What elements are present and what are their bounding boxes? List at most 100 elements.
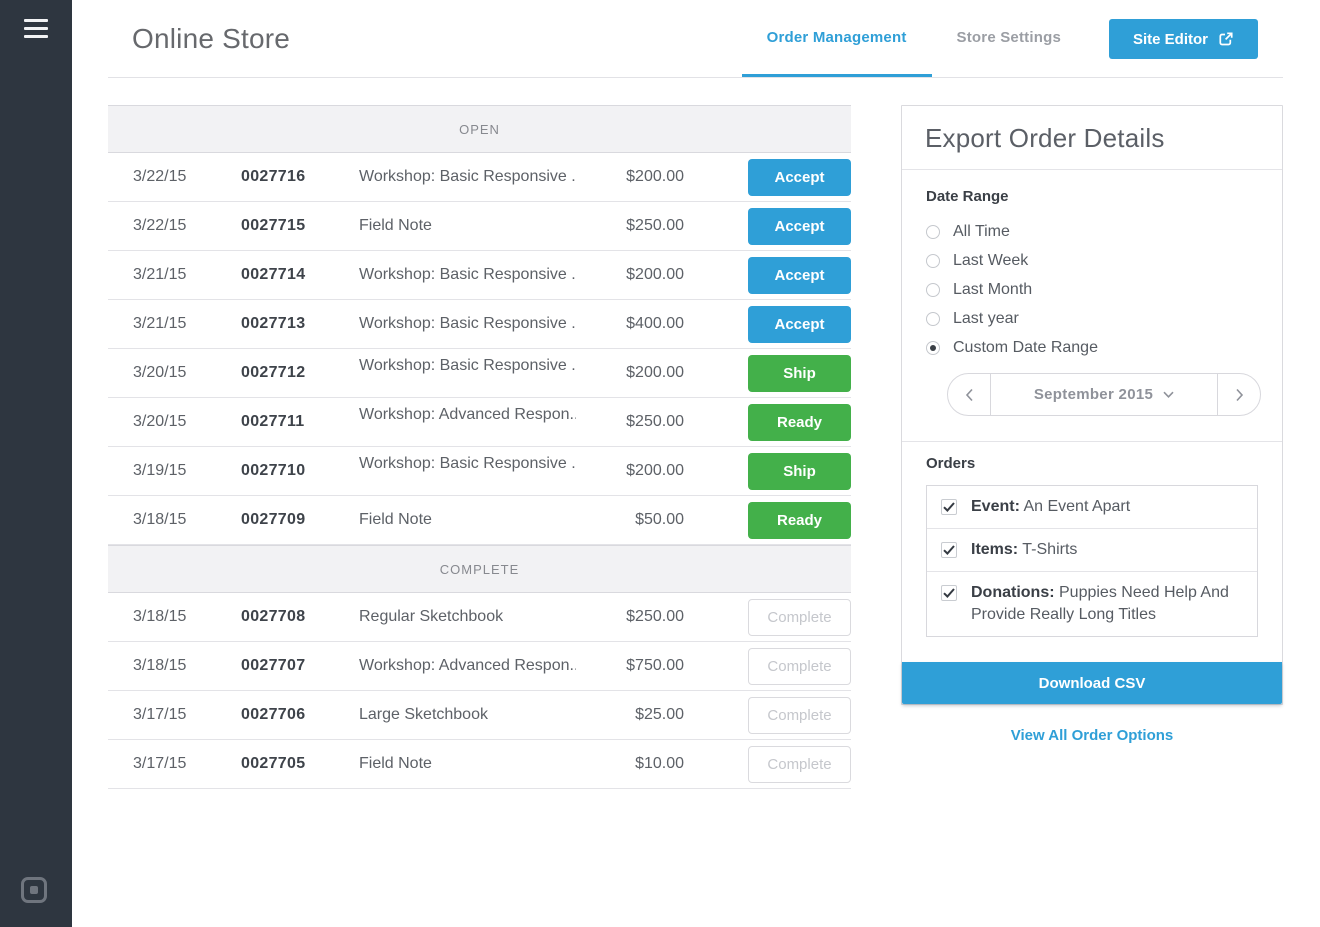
header-tabs: Order Management Store Settings — [742, 0, 1086, 78]
order-number: 0027712 — [241, 364, 359, 382]
order-number: 0027714 — [241, 266, 359, 284]
hamburger-menu-icon[interactable] — [24, 19, 48, 38]
table-row: 3/21/15 0027714 Workshop: Basic Responsi… — [108, 251, 851, 300]
order-action-button[interactable]: Accept — [748, 159, 851, 196]
order-date: 3/21/15 — [133, 266, 241, 284]
checkbox-label-text: T-Shirts — [1018, 541, 1077, 558]
order-total: $50.00 — [576, 511, 684, 529]
radio-label: Last Month — [953, 281, 1032, 299]
order-product: Large Sketchbook — [359, 706, 576, 724]
month-selector[interactable]: September 2015 — [990, 374, 1218, 415]
export-card-title: Export Order Details — [902, 106, 1282, 170]
view-all-order-options-link[interactable]: View All Order Options — [901, 727, 1283, 744]
order-number: 0027713 — [241, 315, 359, 333]
order-action-button[interactable]: Accept — [748, 306, 851, 343]
tab-store-settings[interactable]: Store Settings — [932, 0, 1086, 78]
order-date: 3/20/15 — [133, 413, 241, 431]
radio-option-all-time[interactable]: All Time — [926, 217, 1258, 246]
order-action-button[interactable]: Ship — [748, 355, 851, 392]
checkbox-icon — [941, 499, 957, 515]
export-order-details-card: Export Order Details Date Range All Time… — [901, 105, 1283, 705]
table-row: 3/20/15 0027712 Workshop: Basic Responsi… — [108, 349, 851, 398]
order-action-button[interactable]: Complete — [748, 648, 851, 685]
order-action-button[interactable]: Accept — [748, 208, 851, 245]
radio-option-custom-date-range[interactable]: Custom Date Range — [926, 333, 1258, 362]
order-date: 3/18/15 — [133, 657, 241, 675]
checkbox-option-donations[interactable]: Donations: Puppies Need Help And Provide… — [927, 572, 1257, 636]
checkbox-option-items[interactable]: Items: T-Shirts — [927, 529, 1257, 572]
checkbox-label-bold: Items: — [971, 541, 1018, 558]
table-row: 3/18/15 0027708 Regular Sketchbook $250.… — [108, 593, 851, 642]
checkbox-option-event[interactable]: Event: An Event Apart — [927, 486, 1257, 529]
order-number: 0027707 — [241, 657, 359, 675]
order-action-button[interactable]: Complete — [748, 599, 851, 636]
radio-option-last-month[interactable]: Last Month — [926, 275, 1258, 304]
section-header-open: OPEN — [108, 105, 851, 153]
order-date: 3/21/15 — [133, 315, 241, 333]
table-row: 3/19/15 0027710 Workshop: Basic Responsi… — [108, 447, 851, 496]
table-row: 3/18/15 0027709 Field Note $50.00 Ready — [108, 496, 851, 545]
order-product: Workshop: Advanced Respon... — [359, 657, 576, 675]
order-action-button[interactable]: Complete — [748, 746, 851, 783]
order-product: Field Note — [359, 755, 576, 773]
download-csv-button[interactable]: Download CSV — [902, 662, 1282, 704]
order-date: 3/22/15 — [133, 168, 241, 186]
date-range-section: Date Range All Time Last Week Last Month — [902, 170, 1282, 442]
order-date: 3/19/15 — [133, 462, 241, 480]
chevron-right-icon — [1235, 388, 1244, 402]
order-action-button[interactable]: Ship — [748, 453, 851, 490]
order-number: 0027716 — [241, 168, 359, 186]
chevron-left-icon — [965, 388, 974, 402]
order-number: 0027709 — [241, 511, 359, 529]
order-product: Workshop: Basic Responsive ... — [359, 168, 576, 186]
radio-circle-icon — [926, 283, 940, 297]
radio-option-last-week[interactable]: Last Week — [926, 246, 1258, 275]
export-column: Export Order Details Date Range All Time… — [901, 105, 1283, 789]
table-row: 3/18/15 0027707 Workshop: Advanced Respo… — [108, 642, 851, 691]
order-number: 0027705 — [241, 755, 359, 773]
order-total: $400.00 — [576, 315, 684, 333]
order-number: 0027706 — [241, 706, 359, 724]
table-row: 3/17/15 0027706 Large Sketchbook $25.00 … — [108, 691, 851, 740]
radio-circle-icon — [926, 312, 940, 326]
order-total: $250.00 — [576, 608, 684, 626]
tab-order-management[interactable]: Order Management — [742, 0, 932, 78]
radio-label: All Time — [953, 223, 1010, 241]
order-total: $750.00 — [576, 657, 684, 675]
radio-option-last-year[interactable]: Last year — [926, 304, 1258, 333]
order-date: 3/22/15 — [133, 217, 241, 235]
order-action-button[interactable]: Ready — [748, 404, 851, 441]
order-total: $200.00 — [576, 462, 684, 480]
month-next-button[interactable] — [1218, 374, 1260, 415]
table-row: 3/21/15 0027713 Workshop: Basic Responsi… — [108, 300, 851, 349]
order-number: 0027710 — [241, 462, 359, 480]
order-product: Field Note — [359, 217, 576, 235]
order-date: 3/20/15 — [133, 364, 241, 382]
order-product: Workshop: Basic Responsive ... — [359, 315, 576, 333]
order-number: 0027708 — [241, 608, 359, 626]
checkbox-label-text: An Event Apart — [1020, 498, 1130, 515]
month-picker: September 2015 — [947, 373, 1261, 416]
checkbox-label: Items: T-Shirts — [971, 539, 1077, 561]
site-editor-button[interactable]: Site Editor — [1109, 19, 1258, 59]
order-action-button[interactable]: Ready — [748, 502, 851, 539]
orders-filter-section: Orders Event: An Event Apart — [902, 442, 1282, 662]
order-product: Workshop: Basic Responsive ... — [359, 455, 576, 473]
checkbox-label-bold: Donations: — [971, 584, 1055, 601]
orders-checklist: Event: An Event Apart Items: T-Shirts — [926, 485, 1258, 637]
order-total: $25.00 — [576, 706, 684, 724]
month-prev-button[interactable] — [948, 374, 990, 415]
external-link-icon — [1218, 31, 1234, 47]
radio-circle-icon — [926, 341, 940, 355]
radio-circle-icon — [926, 225, 940, 239]
order-action-button[interactable]: Accept — [748, 257, 851, 294]
month-label: September 2015 — [1034, 386, 1153, 403]
order-date: 3/18/15 — [133, 511, 241, 529]
section-header-complete: COMPLETE — [108, 545, 851, 593]
caret-down-icon — [1163, 391, 1174, 398]
square-logo-icon[interactable] — [21, 877, 47, 903]
order-action-button[interactable]: Complete — [748, 697, 851, 734]
page-header: Online Store Order Management Store Sett… — [72, 0, 1320, 78]
order-product: Workshop: Advanced Respon... — [359, 406, 576, 424]
order-total: $200.00 — [576, 168, 684, 186]
